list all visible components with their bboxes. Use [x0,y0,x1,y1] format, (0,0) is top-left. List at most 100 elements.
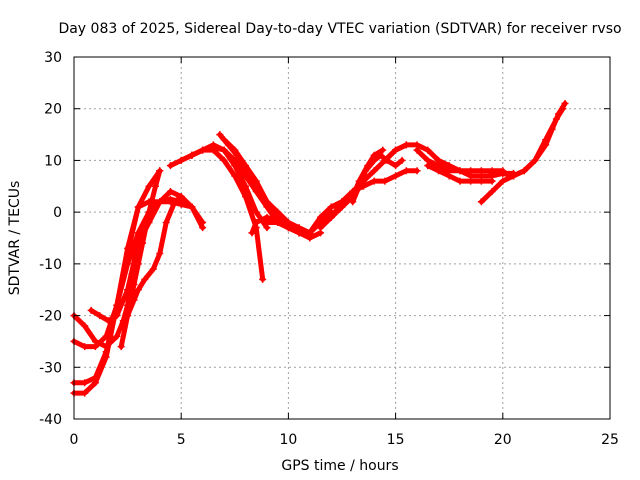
data-point [398,156,406,164]
data-point [231,146,239,154]
data-point [510,172,518,180]
data-point [81,389,89,397]
data-point [199,224,207,232]
data-point [220,136,228,144]
data-point [248,229,256,237]
data-point [242,162,250,170]
data-point [113,332,121,340]
series-line [350,152,405,205]
data-point [381,177,389,185]
data-point [306,229,314,237]
series-arc-7 [124,193,185,320]
plot-frame [73,56,611,420]
data-point [156,198,164,206]
data-point [252,218,260,226]
data-point [252,208,260,216]
data-point [134,203,142,211]
data-point [87,306,95,314]
data-point [96,312,104,320]
data-point [424,162,432,170]
data-point [284,224,292,232]
data-point [413,146,421,154]
data-point [259,275,267,283]
data-point [124,312,132,320]
data-point [402,167,410,175]
data-point [445,172,453,180]
data-point [117,343,125,351]
data-point [141,275,149,283]
data-point [134,229,142,237]
data-point [381,156,389,164]
x-tick-label: 15 [387,432,405,448]
x-tick-label: 25 [601,432,619,448]
data-point [379,146,387,154]
data-point [156,167,164,175]
data-point [177,156,185,164]
data-point [124,286,132,294]
data-point [263,198,271,206]
y-tick-label: 20 [44,102,62,118]
data-point [177,200,185,208]
y-tick-label: -40 [39,412,62,428]
data-point [134,286,142,294]
data-point [467,177,475,185]
data-point [295,229,303,237]
data-point [392,162,400,170]
data-point [370,167,378,175]
data-point [102,343,110,351]
data-point [370,177,378,185]
data-point [149,265,157,273]
data-point [499,177,507,185]
data-point [162,218,170,226]
data-point [124,260,132,268]
data-point [362,167,370,175]
x-tick-label: 10 [279,432,297,448]
data-point [220,146,228,154]
data-point [151,182,159,190]
data-point [402,141,410,149]
data-point [499,169,507,177]
data-point [424,146,432,154]
data-point [392,172,400,180]
data-point [327,213,335,221]
data-point [220,156,228,164]
data-point [199,146,207,154]
data-point [274,218,282,226]
data-point [338,198,346,206]
data-point [317,224,325,232]
data-point [542,136,550,144]
y-tick-label: 30 [44,50,62,66]
data-point [434,167,442,175]
data-point [81,379,89,387]
data-point [139,239,147,247]
x-tick-label: 20 [494,432,512,448]
data-point [145,182,153,190]
data-point [488,187,496,195]
data-point [377,151,385,159]
data-point [552,115,560,123]
data-point [166,187,174,195]
data-point [370,156,378,164]
y-tick-label: -30 [39,360,62,376]
data-point [559,105,567,113]
data-point [130,281,138,289]
data-point [156,250,164,258]
data-point [477,177,485,185]
data-point [349,198,357,206]
data-point [113,312,121,320]
data-point [242,182,250,190]
data-point [392,146,400,154]
data-point [355,182,363,190]
x-axis-label: GPS time / hours [281,458,398,474]
data-point [91,343,99,351]
series-group [70,100,569,397]
data-point [456,167,464,175]
data-point [317,213,325,221]
chart-title: Day 083 of 2025, Sidereal Day-to-day VTE… [58,21,621,37]
data-point [171,198,179,206]
series-arc-23 [488,105,567,180]
data-point [130,296,138,304]
data-point [188,151,196,159]
